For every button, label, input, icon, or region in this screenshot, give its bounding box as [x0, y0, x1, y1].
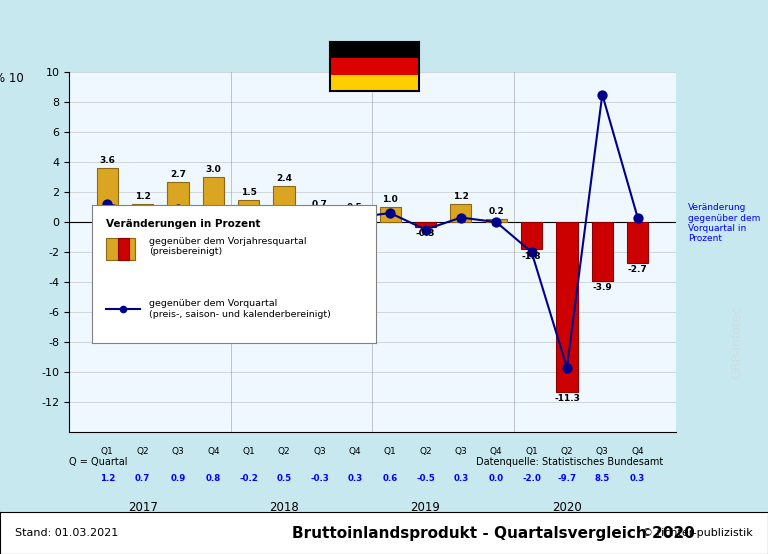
- Bar: [556, 222, 578, 392]
- Text: -11.3: -11.3: [554, 394, 580, 403]
- Text: 2018: 2018: [270, 501, 299, 514]
- Text: 0.7: 0.7: [312, 200, 327, 209]
- Point: [349, 213, 361, 222]
- Text: 0.6: 0.6: [382, 474, 398, 483]
- Point: [631, 213, 644, 222]
- Text: -1.8: -1.8: [521, 252, 541, 261]
- Text: -2.0: -2.0: [522, 474, 541, 483]
- Text: 1.5: 1.5: [241, 188, 257, 197]
- Bar: [203, 177, 224, 222]
- Bar: [132, 204, 154, 222]
- Bar: [591, 222, 613, 280]
- Bar: [97, 168, 118, 222]
- Text: -9.7: -9.7: [558, 474, 577, 483]
- Text: © richter-publizistik: © richter-publizistik: [642, 528, 753, 538]
- Bar: [238, 199, 260, 222]
- Text: Q4: Q4: [207, 447, 220, 455]
- Bar: [521, 222, 542, 249]
- Text: 2019: 2019: [411, 501, 441, 514]
- Point: [525, 248, 538, 257]
- Text: Q4: Q4: [490, 447, 502, 455]
- Bar: [330, 75, 419, 91]
- Text: gegenüber dem Vorjahresquartal
(preisbereinigt): gegenüber dem Vorjahresquartal (preisber…: [149, 237, 306, 257]
- Text: 0.5: 0.5: [347, 203, 362, 212]
- Text: 2.7: 2.7: [170, 170, 186, 179]
- Point: [243, 220, 255, 229]
- Text: Q4: Q4: [631, 447, 644, 455]
- Bar: [379, 207, 401, 222]
- Text: Datenquelle: Statistisches Bundesamt: Datenquelle: Statistisches Bundesamt: [476, 457, 664, 467]
- Text: Q3: Q3: [455, 447, 467, 455]
- Text: 2.4: 2.4: [276, 175, 292, 183]
- Text: Q2: Q2: [419, 447, 432, 455]
- Text: 0.2: 0.2: [488, 207, 504, 217]
- Text: 0.3: 0.3: [453, 474, 468, 483]
- Text: 0.0: 0.0: [488, 474, 504, 483]
- Text: -3.9: -3.9: [592, 283, 612, 293]
- Text: Q4: Q4: [349, 447, 361, 455]
- Text: 2017: 2017: [127, 501, 157, 514]
- Bar: [309, 212, 330, 222]
- Text: Q2: Q2: [278, 447, 290, 455]
- Text: -0.2: -0.2: [240, 474, 258, 483]
- Bar: [167, 182, 189, 222]
- Bar: [415, 222, 436, 227]
- Point: [384, 209, 396, 218]
- Text: 2020: 2020: [552, 501, 582, 514]
- Text: Stand: 01.03.2021: Stand: 01.03.2021: [15, 528, 118, 538]
- Text: Q3: Q3: [313, 447, 326, 455]
- Text: % 10: % 10: [0, 72, 24, 85]
- Text: Q2: Q2: [561, 447, 573, 455]
- Bar: [344, 214, 366, 222]
- Point: [313, 222, 326, 231]
- Bar: [273, 186, 295, 222]
- Text: 0.7: 0.7: [135, 474, 151, 483]
- Text: 3.0: 3.0: [206, 165, 221, 175]
- Text: -0.5: -0.5: [416, 474, 435, 483]
- Text: Q1: Q1: [243, 447, 255, 455]
- Text: 0.3: 0.3: [630, 474, 645, 483]
- Point: [101, 199, 114, 208]
- Text: 1.2: 1.2: [134, 192, 151, 201]
- Text: Q3: Q3: [596, 447, 609, 455]
- Point: [137, 207, 149, 216]
- Text: Veränderungen in Prozent: Veränderungen in Prozent: [106, 219, 261, 229]
- Point: [596, 90, 608, 99]
- Text: 1.0: 1.0: [382, 196, 398, 204]
- Bar: [330, 42, 419, 58]
- Bar: [330, 58, 419, 75]
- Text: -0.3: -0.3: [415, 229, 435, 238]
- Bar: [118, 238, 129, 260]
- Text: 8.5: 8.5: [594, 474, 610, 483]
- Text: Veränderung
gegenüber dem
Vorquartal in
Prozent: Veränderung gegenüber dem Vorquartal in …: [688, 203, 760, 243]
- Text: 1.2: 1.2: [453, 192, 468, 201]
- Text: 0.3: 0.3: [347, 474, 362, 483]
- Point: [278, 210, 290, 219]
- Point: [207, 206, 220, 214]
- Point: [561, 363, 573, 372]
- Text: Q1: Q1: [101, 447, 114, 455]
- Point: [490, 218, 502, 227]
- Text: -2.7: -2.7: [627, 265, 647, 274]
- Text: 1.2: 1.2: [100, 474, 115, 483]
- Text: 0.8: 0.8: [206, 474, 221, 483]
- Text: 0.9: 0.9: [170, 474, 186, 483]
- Point: [419, 225, 432, 234]
- Text: GRP-Infotec: GRP-Infotec: [730, 305, 743, 379]
- Text: Q = Quartal: Q = Quartal: [69, 457, 127, 467]
- Text: 3.6: 3.6: [99, 156, 115, 165]
- Text: Bruttoinlandsprodukt - Quartalsvergleich 2020: Bruttoinlandsprodukt - Quartalsvergleich…: [292, 526, 694, 541]
- Text: Q3: Q3: [171, 447, 184, 455]
- Text: Q2: Q2: [137, 447, 149, 455]
- Text: Q1: Q1: [525, 447, 538, 455]
- Bar: [627, 222, 648, 263]
- Text: gegenüber dem Vorquartal
(preis-, saison- und kalenderbereinigt): gegenüber dem Vorquartal (preis-, saison…: [149, 299, 331, 319]
- Point: [455, 213, 467, 222]
- Point: [172, 204, 184, 213]
- Text: -0.3: -0.3: [310, 474, 329, 483]
- Bar: [450, 204, 472, 222]
- Text: 0.5: 0.5: [276, 474, 292, 483]
- Bar: [485, 219, 507, 222]
- Text: Q1: Q1: [384, 447, 396, 455]
